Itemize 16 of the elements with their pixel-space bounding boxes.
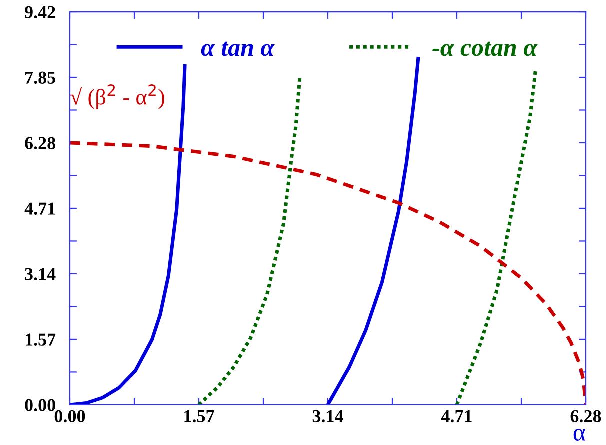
legend-label: α tan α <box>201 42 275 56</box>
y-tick-label: 6.28 <box>25 137 56 150</box>
y-tick-label: 4.71 <box>24 202 56 216</box>
x-tick-label: 4.71 <box>441 410 472 423</box>
x-tick-label: 6.28 <box>570 410 602 423</box>
x-tick-label: 1.57 <box>184 410 214 423</box>
x-tick-label: 3.14 <box>312 410 344 423</box>
annotation: √ (β$^{2}$ - α$^{2}$) <box>70 84 164 110</box>
y-tick-label: 3.14 <box>25 268 56 280</box>
legend-label: -α cotan α <box>432 42 538 56</box>
x-axis-title: α <box>574 428 586 441</box>
y-tick-label: 0.00 <box>25 399 56 412</box>
y-tick-label: 1.57 <box>26 334 56 346</box>
y-tick-label: 7.85 <box>26 72 56 84</box>
y-tick-label: 9.42 <box>25 6 56 19</box>
x-tick-label: 0.00 <box>54 410 86 423</box>
